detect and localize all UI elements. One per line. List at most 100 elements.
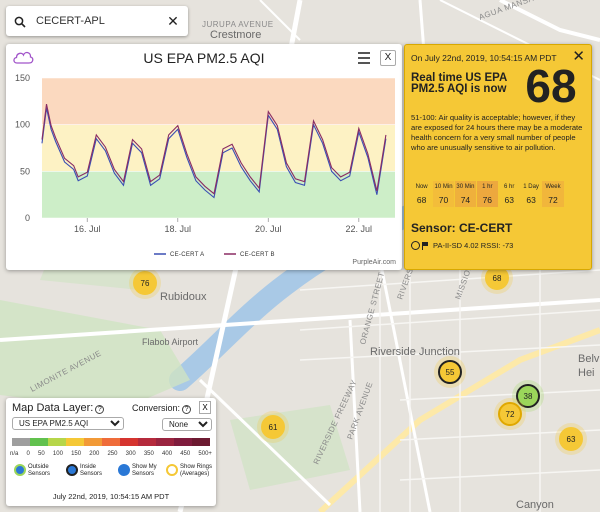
place-label: Canyon xyxy=(516,499,554,511)
graph-close-button[interactable]: X xyxy=(380,50,396,66)
history-value: 63 xyxy=(520,193,542,207)
sensor-marker-value: 72 xyxy=(506,410,515,419)
search-input[interactable] xyxy=(34,14,166,28)
layer-close-button[interactable]: X xyxy=(199,401,211,414)
scale-tick-label: 250 xyxy=(107,451,118,457)
scale-tick-label: 500+ xyxy=(198,451,212,457)
scale-swatch xyxy=(102,438,120,446)
scale-tick-label: 400 xyxy=(162,451,173,457)
history-value: 70 xyxy=(432,193,455,207)
search-bar[interactable]: ✕ xyxy=(6,6,188,36)
flag-icon[interactable] xyxy=(422,241,430,250)
aqi-description: 51-100: Air quality is acceptable; howev… xyxy=(411,113,583,152)
aqi-band xyxy=(42,78,395,125)
history-value: 63 xyxy=(498,193,520,207)
place-label: Riverside Junction xyxy=(370,346,460,358)
x-tick-label: 22. Jul xyxy=(346,224,373,234)
layer-option-label: Show Rings (Averages) xyxy=(180,464,213,477)
sensor-marker-value: 61 xyxy=(269,423,278,432)
sensor-marker-value: 63 xyxy=(567,435,576,444)
scale-tick-label: 150 xyxy=(71,451,82,457)
search-icon xyxy=(14,15,26,28)
current-aqi-value: 68 xyxy=(525,60,577,112)
scale-tick-label: 100 xyxy=(52,451,63,457)
y-tick-label: 50 xyxy=(20,166,30,176)
map-data-layer-panel: Map Data Layer:? US EPA PM2.5 AQI Conver… xyxy=(6,398,216,506)
clear-icon[interactable]: ✕ xyxy=(167,12,179,29)
checkbox-icon[interactable] xyxy=(14,464,26,476)
help-icon[interactable]: ? xyxy=(95,405,105,414)
hardware-text: PA-II-SD 4.02 RSSI: -73 xyxy=(433,241,514,250)
place-label: Rubidoux xyxy=(160,291,207,303)
checkbox-icon[interactable] xyxy=(66,464,78,476)
scale-swatch xyxy=(84,438,102,446)
sensor-marker[interactable]: 72 xyxy=(494,398,526,430)
conversion-label: Conversion:? xyxy=(132,403,192,414)
x-tick-label: 16. Jul xyxy=(74,224,101,234)
scale-swatch xyxy=(192,438,210,446)
history-value: 72 xyxy=(542,193,564,207)
conversion-select[interactable]: None xyxy=(162,418,212,431)
place-label: Flabob Airport xyxy=(142,337,199,347)
checkbox-icon[interactable] xyxy=(166,464,178,476)
scale-swatch xyxy=(174,438,192,446)
history-label: 30 Min xyxy=(454,181,477,193)
y-tick-label: 150 xyxy=(15,73,30,83)
scale-tick-label: 200 xyxy=(89,451,100,457)
cloud-icon[interactable] xyxy=(12,50,34,64)
legend-label[interactable]: CE-CERT A xyxy=(170,252,205,258)
place-label: Crestmore xyxy=(210,29,261,41)
sensor-marker-value: 38 xyxy=(524,392,533,401)
y-tick-label: 0 xyxy=(25,213,30,223)
scale-swatch xyxy=(12,438,30,446)
scale-tick-label: 450 xyxy=(180,451,191,457)
data-layer-select[interactable]: US EPA PM2.5 AQI xyxy=(12,417,124,430)
hamburger-menu-icon[interactable] xyxy=(358,52,370,64)
y-tick-label: 100 xyxy=(15,120,30,130)
realtime-label: Real time US EPA PM2.5 AQI is now xyxy=(411,72,507,95)
scale-swatch xyxy=(156,438,174,446)
aqi-chart: 0 50 100 150 16. Jul 18. Jul 20. Jul 22. Jul C… xyxy=(15,73,395,258)
sensor-info-panel: ✕ On July 22nd, 2019, 10:54:15 AM PDT Re… xyxy=(404,44,592,270)
close-icon[interactable]: ✕ xyxy=(572,48,585,65)
scale-tick-label: 300 xyxy=(125,451,136,457)
scale-swatch xyxy=(138,438,156,446)
history-value: 76 xyxy=(476,193,498,207)
scale-tick-label: n/a xyxy=(10,451,19,457)
history-label: 1 hr xyxy=(476,181,498,193)
scale-swatch xyxy=(66,438,84,446)
place-label: Hei xyxy=(578,367,595,379)
clock-icon[interactable] xyxy=(411,241,420,250)
help-icon[interactable]: ? xyxy=(182,405,192,414)
scale-swatch xyxy=(120,438,138,446)
sensor-marker[interactable]: 38 xyxy=(512,380,544,412)
scale-tick-label: 50 xyxy=(38,451,45,457)
info-timestamp: On July 22nd, 2019, 10:54:15 AM PDT xyxy=(411,53,557,63)
series-line[interactable] xyxy=(41,107,387,199)
history-label: Now xyxy=(411,181,433,193)
aqi-color-scale xyxy=(12,438,210,446)
scale-tick-label: 0 xyxy=(26,451,30,457)
sensor-marker[interactable]: 76 xyxy=(129,267,161,299)
x-tick-label: 20. Jul xyxy=(255,224,282,234)
layer-option-label: Show My Sensors xyxy=(132,464,157,477)
aqi-history-table: Now 10 Min 30 Min 1 hr 6 hr 1 Day Week 68 70 74 7… xyxy=(411,181,589,207)
sensor-marker[interactable]: 61 xyxy=(257,411,289,443)
history-value: 68 xyxy=(411,193,433,207)
sensor-hardware: PA-II-SD 4.02 RSSI: -73 xyxy=(411,241,513,250)
place-label: Belv xyxy=(578,353,600,365)
legend-label[interactable]: CE-CERT B xyxy=(240,252,275,258)
history-label: 6 hr xyxy=(498,181,520,193)
chart-credit[interactable]: PurpleAir.com xyxy=(352,259,396,266)
series-line[interactable] xyxy=(41,103,387,195)
aqi-band xyxy=(42,171,395,218)
sensor-marker[interactable]: 55 xyxy=(434,356,466,388)
layer-option-label: Inside Sensors xyxy=(80,464,103,477)
street-label: JURUPA AVENUE xyxy=(202,20,274,29)
sensor-marker[interactable]: 68 xyxy=(481,262,513,294)
layer-option-label: Outside Sensors xyxy=(28,464,51,477)
layer-footer-timestamp: July 22nd, 2019, 10:54:15 AM PDT xyxy=(52,492,170,501)
aqi-scale-ticks: n/a 0 50 100 150 200 250 300 350 400 450 500+ xyxy=(10,451,212,457)
checkbox-icon[interactable] xyxy=(118,464,130,476)
sensor-marker[interactable]: 63 xyxy=(555,423,587,455)
